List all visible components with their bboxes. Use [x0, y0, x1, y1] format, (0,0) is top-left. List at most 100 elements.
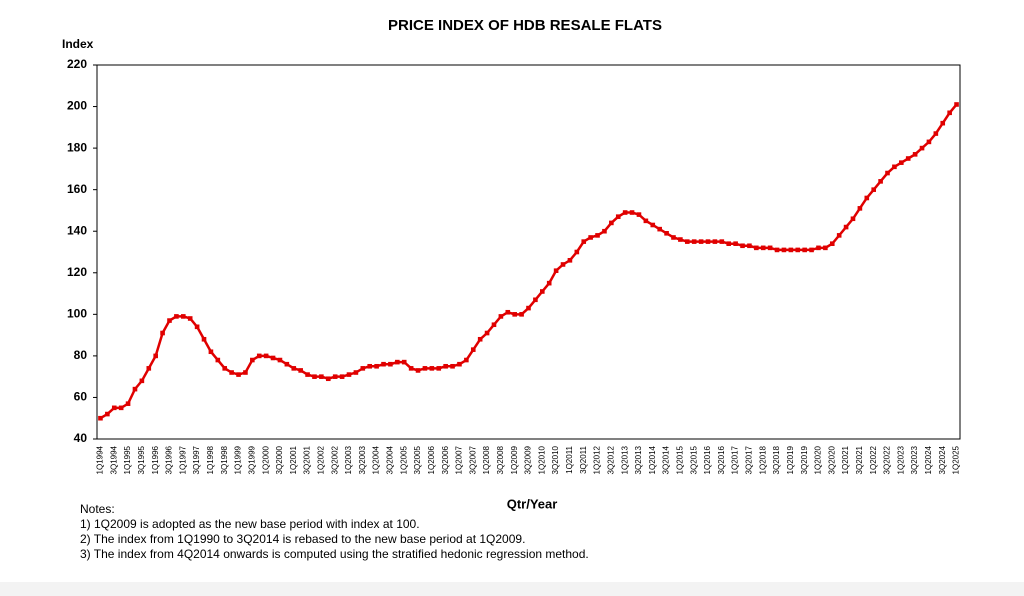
data-point [698, 239, 704, 244]
data-point [553, 268, 559, 273]
data-point [843, 224, 849, 230]
x-tick-label: 3Q2017 [745, 445, 754, 474]
data-point [643, 218, 649, 224]
x-tick-label: 1Q2001 [289, 445, 298, 474]
data-point [912, 152, 918, 157]
x-tick-label: 1Q2005 [399, 445, 408, 474]
data-point [933, 131, 939, 136]
data-point [664, 231, 669, 236]
data-point [388, 361, 393, 367]
y-tick-label: 220 [67, 57, 87, 71]
x-tick-label: 1Q1999 [234, 445, 243, 474]
x-tick-label: 1Q2003 [344, 445, 353, 474]
y-tick-label: 100 [67, 307, 87, 321]
data-point [263, 353, 269, 359]
data-point [733, 241, 738, 246]
data-point [498, 314, 504, 319]
x-tick-label: 3Q2008 [496, 445, 505, 474]
data-point [332, 374, 338, 379]
y-tick-label: 80 [74, 348, 88, 362]
data-point [519, 312, 524, 317]
x-tick-label: 3Q2016 [717, 445, 726, 474]
data-point [747, 243, 752, 249]
data-point [346, 372, 352, 377]
data-point [111, 405, 117, 411]
y-tick-label: 120 [67, 265, 87, 279]
x-tick-label: 3Q1995 [137, 445, 146, 474]
x-tick-label: 3Q2005 [413, 445, 422, 474]
x-tick-label: 3Q2000 [275, 445, 284, 474]
data-point [823, 245, 828, 251]
data-point [436, 366, 442, 371]
data-point [470, 347, 476, 352]
data-point [650, 222, 656, 228]
data-point [194, 324, 200, 330]
x-tick-label: 3Q2018 [772, 445, 781, 474]
data-point [132, 386, 138, 392]
x-tick-label: 1Q2009 [510, 445, 519, 474]
x-tick-label: 3Q2011 [579, 445, 588, 473]
data-point [160, 330, 165, 336]
x-tick-label: 1Q2015 [675, 445, 684, 474]
x-tick-label: 1Q1995 [123, 445, 132, 474]
data-point [312, 374, 317, 379]
x-tick-label: 3Q1997 [192, 445, 201, 474]
x-tick-label: 1Q2021 [841, 445, 850, 474]
data-point [954, 102, 959, 107]
x-tick-label: 3Q2024 [938, 445, 947, 474]
data-point [222, 366, 228, 371]
data-point [774, 247, 780, 253]
data-point [422, 366, 428, 371]
data-point [98, 415, 103, 421]
data-point [684, 239, 690, 244]
data-point [374, 363, 379, 369]
data-point [905, 156, 911, 161]
note: Notes: [80, 502, 115, 516]
data-point [339, 374, 345, 379]
bottom-strip [0, 582, 1024, 596]
data-point [857, 206, 863, 211]
x-tick-label: 1Q2020 [814, 445, 823, 474]
data-point [940, 120, 946, 126]
data-point [457, 361, 462, 367]
data-point [284, 361, 290, 367]
x-tick-label: 3Q2004 [386, 445, 395, 474]
data-point [181, 314, 186, 319]
x-tick-label: 3Q2003 [358, 445, 367, 474]
data-point [788, 247, 794, 253]
data-point [146, 366, 152, 371]
data-point [885, 170, 890, 176]
data-point [277, 357, 283, 363]
x-tick-label: 3Q2010 [551, 445, 560, 474]
x-tick-label: 1Q1997 [178, 445, 187, 474]
data-point [153, 353, 158, 359]
data-point [429, 366, 435, 371]
data-point [395, 359, 400, 365]
data-point [809, 247, 814, 253]
data-point [567, 258, 573, 263]
data-point [201, 336, 207, 342]
data-point [726, 241, 732, 246]
x-tick-label: 3Q2006 [441, 445, 450, 474]
x-tick-label: 1Q2025 [952, 445, 961, 474]
x-tick-label: 3Q2001 [303, 445, 312, 474]
data-point [298, 368, 303, 373]
x-tick-label: 3Q2013 [634, 445, 643, 474]
data-point [546, 280, 552, 286]
data-point [871, 187, 876, 192]
data-point [443, 363, 448, 369]
data-point [671, 235, 676, 240]
data-point [574, 249, 580, 255]
note: 2) The index from 1Q1990 to 3Q2014 is re… [80, 532, 525, 546]
data-point [629, 210, 635, 215]
data-point [588, 235, 593, 240]
data-point [125, 401, 131, 406]
x-tick-label: 1Q2014 [648, 445, 657, 474]
x-tick-label: 3Q2014 [662, 445, 671, 474]
data-point [719, 239, 725, 244]
data-point [484, 330, 490, 336]
data-point [464, 357, 469, 363]
x-tick-label: 1Q2000 [261, 445, 270, 474]
data-point [829, 241, 835, 246]
data-point [291, 366, 297, 371]
